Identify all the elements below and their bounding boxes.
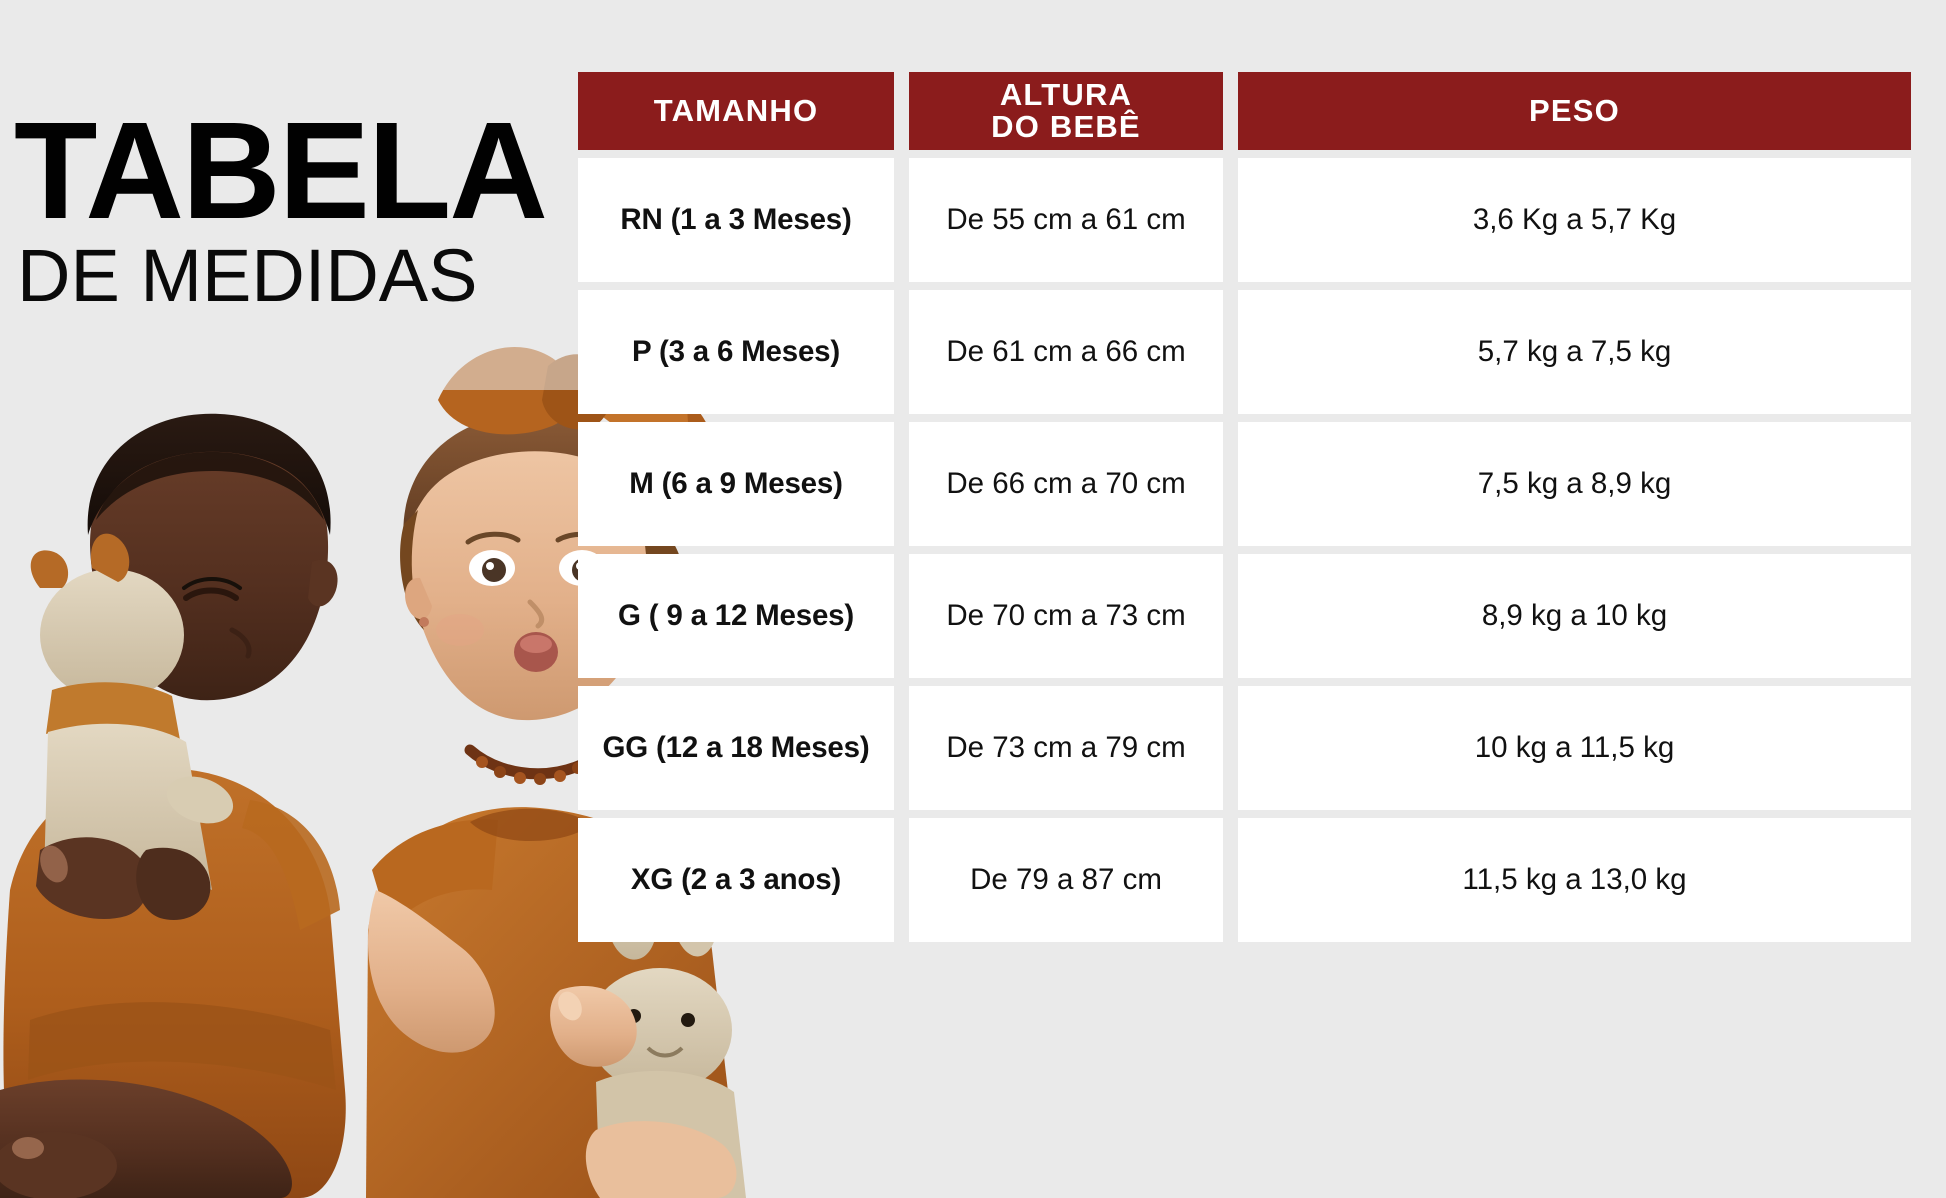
right-baby-nose <box>527 599 545 629</box>
left-baby-fingernail-1 <box>40 845 68 883</box>
cell-altura: De 79 a 87 cm <box>909 818 1223 942</box>
cell-tamanho: RN (1 a 3 Meses) <box>578 158 894 282</box>
header-label-tamanho: TAMANHO <box>653 93 819 129</box>
right-baby-neckline <box>470 808 592 841</box>
right-baby-ear <box>405 577 432 620</box>
cell-peso: 10 kg a 11,5 kg <box>1238 686 1911 810</box>
right-plush-eye-2 <box>681 1013 695 1027</box>
right-baby-hand-2 <box>585 1121 737 1198</box>
cell-peso: 5,7 kg a 7,5 kg <box>1238 290 1911 414</box>
cell-altura: De 73 cm a 79 cm <box>909 686 1223 810</box>
table-row: M (6 a 9 Meses) De 66 cm a 70 cm 7,5 kg … <box>578 422 1911 546</box>
left-baby-hair-shine <box>96 451 324 520</box>
cell-altura: De 55 cm a 61 cm <box>909 158 1223 282</box>
cell-peso: 8,9 kg a 10 kg <box>1238 554 1911 678</box>
table-row: RN (1 a 3 Meses) De 55 cm a 61 cm 3,6 Kg… <box>578 158 1911 282</box>
table-row: GG (12 a 18 Meses) De 73 cm a 79 cm 10 k… <box>578 686 1911 810</box>
title-main: TABELA <box>14 94 548 248</box>
left-baby-nose <box>229 627 252 659</box>
left-baby-eyebrow <box>182 577 242 590</box>
cell-peso: 7,5 kg a 8,9 kg <box>1238 422 1911 546</box>
table-row: P (3 a 6 Meses) De 61 cm a 66 cm 5,7 kg … <box>578 290 1911 414</box>
header-label-peso: PESO <box>1529 93 1620 129</box>
left-baby-ear <box>308 559 338 607</box>
header-cell-tamanho: TAMANHO <box>578 72 894 150</box>
header-cell-altura: ALTURA DO BEBÊ <box>909 72 1223 150</box>
right-baby-eye-highlight-left <box>486 562 494 570</box>
left-baby-shorts <box>28 1002 336 1090</box>
cell-tamanho: P (3 a 6 Meses) <box>578 290 894 414</box>
left-baby-sleeve <box>242 800 340 930</box>
cell-tamanho: XG (2 a 3 anos) <box>578 818 894 942</box>
table-header-row: TAMANHO ALTURA DO BEBÊ PESO <box>578 72 1911 150</box>
right-baby-arm <box>368 890 495 1053</box>
right-baby-cheek-left <box>436 614 484 646</box>
table-row: XG (2 a 3 anos) De 79 a 87 cm 11,5 kg a … <box>578 818 1911 942</box>
left-baby-hand-2 <box>136 847 211 921</box>
header-cell-peso: PESO <box>1238 72 1911 150</box>
header-label-altura-line2: DO BEBÊ <box>991 109 1141 144</box>
right-baby-sleeve <box>372 819 498 930</box>
left-plush-ear-1 <box>90 533 130 582</box>
cell-tamanho: G ( 9 a 12 Meses) <box>578 554 894 678</box>
cell-altura: De 70 cm a 73 cm <box>909 554 1223 678</box>
table-row: G ( 9 a 12 Meses) De 70 cm a 73 cm 8,9 k… <box>578 554 1911 678</box>
right-baby-fingernail <box>558 991 582 1021</box>
left-baby-hair <box>87 413 331 535</box>
left-baby-toes <box>12 1137 44 1159</box>
right-baby-pupil-left <box>482 558 506 582</box>
left-plush-arm <box>166 776 234 824</box>
header-label-altura-line1: ALTURA <box>999 77 1133 113</box>
right-plush-head <box>588 968 732 1092</box>
cell-altura: De 66 cm a 70 cm <box>909 422 1223 546</box>
cell-altura: De 61 cm a 66 cm <box>909 290 1223 414</box>
cell-peso: 3,6 Kg a 5,7 Kg <box>1238 158 1911 282</box>
right-baby-hair-side-2 <box>400 510 424 630</box>
title-subtitle: DE MEDIDAS <box>17 233 478 317</box>
left-baby-eye <box>183 587 239 601</box>
right-baby-brow-left <box>465 531 521 545</box>
measurements-table: TAMANHO ALTURA DO BEBÊ PESO RN (1 a 3 Me… <box>578 72 1911 942</box>
right-baby-earring <box>419 617 429 627</box>
cell-tamanho: M (6 a 9 Meses) <box>578 422 894 546</box>
right-baby-lip-upper <box>520 635 552 653</box>
right-plush-mouth <box>646 1046 684 1058</box>
left-plush-head <box>40 569 184 701</box>
left-plush-ear-2 <box>30 550 69 588</box>
cell-peso: 11,5 kg a 13,0 kg <box>1238 818 1911 942</box>
page-title: TABELA DE MEDIDAS <box>14 94 574 317</box>
cell-tamanho: GG (12 a 18 Meses) <box>578 686 894 810</box>
